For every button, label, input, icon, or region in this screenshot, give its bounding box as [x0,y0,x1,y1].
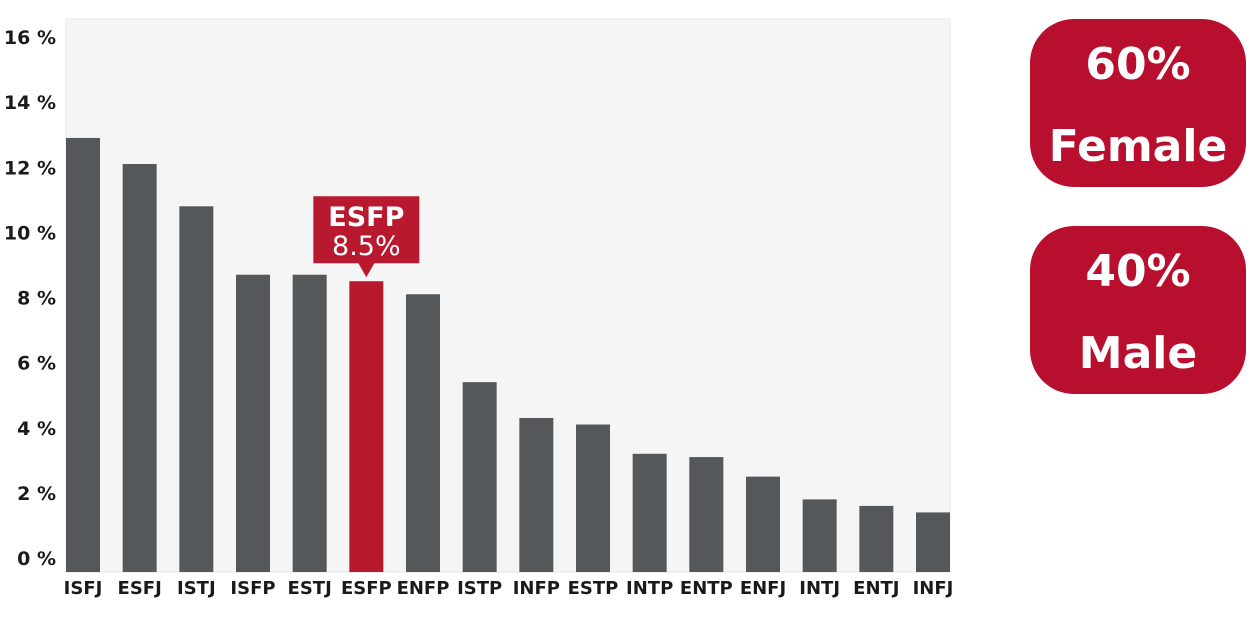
x-tick-label: ISFJ [64,578,103,599]
x-tick-label: INTJ [799,578,840,599]
callout-value-label: 8.5% [332,231,401,262]
y-tick-label: 2 % [17,483,56,505]
bar-entj [859,505,894,572]
y-tick-label: 10 % [4,222,56,244]
bar-estp [576,424,610,572]
y-tick-label: 6 % [17,353,56,375]
bar-istp [462,382,497,572]
x-tick-label: ISFP [230,578,275,599]
y-tick-label: 16 % [4,27,56,49]
x-tick-label: ESFJ [118,578,162,599]
x-tick-label: ESTP [568,578,619,599]
x-tick-label: ESTJ [288,578,332,599]
bars [66,137,950,572]
bar-infp [519,417,554,572]
x-tick-label: ENTP [680,578,733,599]
bar-isfp [236,274,270,572]
x-tick-label: ENFP [397,578,450,599]
bar-estj [292,274,327,572]
highlight-callout: ESFP 8.5% [313,196,420,278]
bar-intp [632,453,667,572]
bar-enfp [406,294,440,572]
y-tick-label: 8 % [17,288,56,310]
female-percentage: 60% [1085,39,1191,90]
x-tick-label: ISTP [457,578,502,599]
bar-infj [916,512,950,572]
y-tick-label: 0 % [17,548,56,570]
y-tick-label: 12 % [4,157,56,179]
callout-category-label: ESFP [328,202,404,233]
x-axis-ticks: ISFJ ESFJ ISTJ ISFP ESTJ ESFP ENFP ISTP INFP ESTP… [64,578,954,599]
bar-entp [689,457,724,572]
bar-chart: 0 % 2 % 4 % 6 % 8 % 10 % 12 % 14 % 16 % ISFJ ESFJ… [4,18,954,599]
male-stat-badge: 40% Male [1030,226,1246,394]
x-tick-label: INTP [626,578,673,599]
female-stat-badge: 60% Female [1030,19,1246,187]
callout-box [313,196,420,278]
bar-esfp [349,281,384,572]
y-axis-ticks: 0 % 2 % 4 % 6 % 8 % 10 % 12 % 14 % 16 % [4,27,56,570]
bar-isfj [66,137,100,572]
x-tick-label: INFP [513,578,560,599]
bar-istj [179,206,214,572]
x-tick-label: ENFJ [740,578,786,599]
bar-intj [802,499,837,572]
bar-enfj [746,476,780,572]
x-tick-label: ISTJ [177,578,216,599]
male-percentage: 40% [1085,246,1191,297]
female-label: Female [1048,121,1228,172]
y-tick-label: 4 % [17,418,56,440]
x-tick-label: ENTJ [853,578,899,599]
x-tick-label: ESFP [341,578,392,599]
x-tick-label: INFJ [913,578,954,599]
bar-esfj [122,163,157,572]
male-label: Male [1078,328,1198,379]
y-tick-label: 14 % [4,92,56,114]
